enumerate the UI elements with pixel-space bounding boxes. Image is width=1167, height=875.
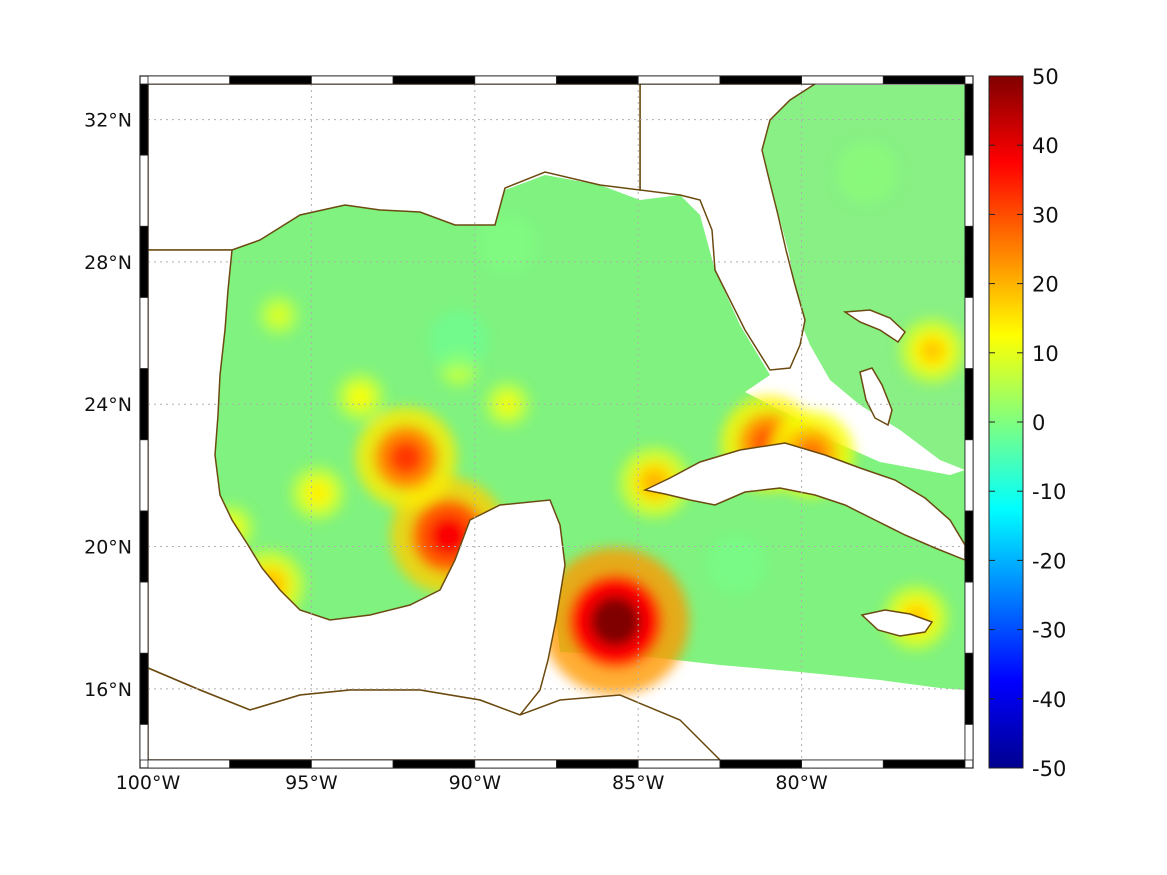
checker-left [139,581,149,654]
checker-left [139,652,149,725]
hotspot-core [271,308,286,323]
checker-bottom [229,759,312,769]
colorbar-tick-label: 0 [1032,411,1045,435]
coolspot [428,310,489,371]
checker-bottom [801,759,884,769]
hotspot-core [308,483,328,503]
lat-tick-label: 28°N [84,252,132,274]
colorbar-tick-label: 20 [1032,273,1059,297]
checker-bottom [147,759,231,769]
checker-right [964,225,974,298]
checker-right [964,439,974,512]
checker-bottom [556,759,639,769]
coolspot [477,214,538,275]
colorbar-tick-label: -40 [1032,688,1066,712]
checker-top [556,75,639,85]
checker-left [139,724,149,761]
checker-bottom [474,759,557,769]
map-grid [148,84,965,760]
colorbar-tick-label: -30 [1032,619,1066,643]
land-layer [148,84,965,760]
hotspot-core [388,440,424,475]
checker-right [964,154,974,227]
checker-top [147,75,231,85]
checker-border [139,75,974,769]
lon-tick-label: 100°W [116,772,181,794]
lon-tick-label: 95°W [285,772,338,794]
lat-tick-label: 16°N [84,679,132,701]
checker-top [882,75,966,85]
checker-bottom [637,759,721,769]
checker-top [637,75,721,85]
colorbar-tick-label: -50 [1032,757,1066,781]
checker-left [139,154,149,227]
checker-left [139,510,149,583]
checker-right [964,724,974,761]
checker-bottom [310,759,394,769]
hotspot-core [590,595,641,647]
colorbar-tick-label: 10 [1032,342,1059,366]
lat-tick-label: 24°N [84,394,132,416]
checker-left [139,368,149,441]
florida-land [639,84,817,371]
lat-tick-label: 20°N [84,537,132,559]
cuba-land [642,442,965,561]
colorbar-tick-label: 40 [1032,134,1059,158]
checker-top [310,75,394,85]
coolspot [836,142,897,203]
checker-top [801,75,884,85]
checker-left [139,439,149,512]
jamaica-land [860,609,934,637]
checker-right [964,83,974,156]
checker-right [964,652,974,725]
colorbar-tick-label: -10 [1032,480,1066,504]
checker-bottom [882,759,966,769]
checker-bottom [719,759,803,769]
colorbar-tick-label: 50 [1032,65,1059,89]
checker-right [964,581,974,654]
checker-bottom [392,759,476,769]
colorbar-tick-label: 30 [1032,203,1059,227]
longitude-labels: 100°W 95°W 90°W 85°W 80°W [116,772,828,794]
hotspot-core [428,515,469,556]
us-gulf-land [148,84,641,251]
checker-top [474,75,557,85]
checker-left [139,83,149,156]
coolspot [706,534,767,595]
lon-tick-label: 85°W [612,772,665,794]
checker-top [229,75,312,85]
hotspot-core [351,388,370,406]
bahamas-andros [859,367,893,427]
central-america-land [148,667,722,760]
checker-right [964,510,974,583]
lon-tick-label: 90°W [449,772,502,794]
checker-right [964,297,974,370]
colorbar: 50 40 30 20 10 0 -10 -20 -30 -40 -50 [988,65,1066,781]
colorbar-ticks: 50 40 30 20 10 0 -10 -20 -30 -40 -50 [989,65,1066,781]
latitude-labels: 32°N 28°N 24°N 20°N 16°N [84,110,132,701]
checker-top [719,75,803,85]
checker-right [964,368,974,441]
lat-tick-label: 32°N [84,110,132,132]
bahamas-abaco [842,309,906,344]
colorbar-tick-label: -20 [1032,549,1066,573]
hotspot-core [921,339,944,363]
checker-left [139,225,149,298]
lon-tick-label: 80°W [775,772,828,794]
checker-left [139,297,149,370]
checker-top [392,75,476,85]
hotspot-core [499,396,516,413]
